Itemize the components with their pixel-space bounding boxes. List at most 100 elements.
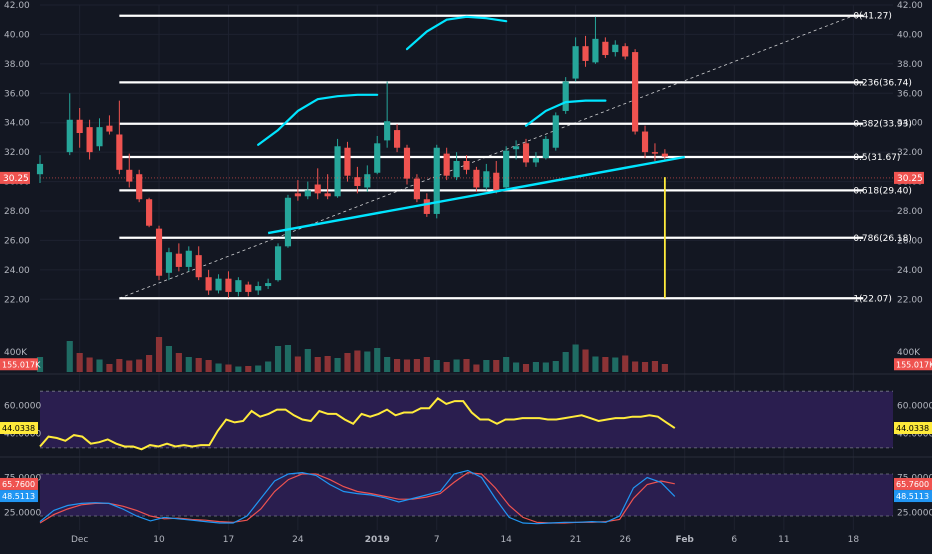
stoch-k-line (39, 469, 676, 525)
candle-body (304, 190, 311, 197)
rsi-tick-left: 60.0000 (4, 401, 41, 411)
volume-bar (314, 357, 321, 372)
fib-level-label: 0.786(26.18) (853, 234, 912, 244)
candle-body (155, 228, 163, 276)
candle-body (473, 169, 480, 188)
volume-bar (473, 364, 480, 372)
volume-label-right: 155.017K (896, 360, 932, 369)
candle-body (86, 127, 93, 153)
volume-bar (592, 356, 599, 372)
volume-label-left: 155.017K (2, 360, 41, 369)
volume-bar (572, 344, 579, 372)
fib-level-label: 0.382(33.93) (853, 120, 912, 130)
volume-bar (542, 362, 549, 372)
volume-bar (265, 361, 272, 372)
arc-resistance-3 (524, 99, 607, 127)
volume-bar (622, 355, 629, 372)
fib-level-label: 0.5(31.67) (853, 153, 900, 163)
rsi-label-left: 44.0338 (2, 424, 35, 433)
price-tick-right: 26.00 (897, 236, 923, 246)
support-trendline (267, 155, 685, 235)
volume-bar (532, 362, 540, 372)
stoch-tick-right: 25.0000 (897, 509, 932, 519)
x-tick-label: 18 (848, 535, 860, 545)
stoch-d-badge-right (894, 477, 932, 490)
volume-bar (334, 358, 341, 372)
x-tick-label: 10 (153, 535, 165, 545)
x-tick-label: 26 (619, 535, 631, 545)
candle-body (443, 153, 450, 176)
candle-body (532, 158, 540, 163)
candle-body (542, 138, 549, 159)
candle-body (66, 119, 73, 153)
candle-body (592, 38, 599, 63)
volume-bar (612, 357, 619, 372)
x-tick-label: 21 (570, 535, 581, 545)
volume-bar (463, 359, 470, 372)
volume-bar (146, 355, 153, 372)
candle-body (651, 152, 659, 154)
x-tick-label: 6 (731, 535, 737, 545)
volume-bar (205, 360, 212, 372)
candle-body (433, 147, 440, 214)
stoch-k-badge-left (0, 490, 38, 503)
candle-body (572, 46, 579, 79)
price-tick-right: 24.00 (897, 266, 923, 276)
last-price-label-right: 30.25 (897, 174, 923, 184)
stoch-d-label-left: 65.7600 (2, 480, 35, 489)
candle-body (522, 143, 530, 163)
volume-bar (66, 341, 73, 372)
volume-bar (562, 352, 569, 372)
candle-body (245, 284, 252, 292)
candle-body (463, 160, 470, 170)
volume-bar (413, 359, 420, 372)
last-price-badge-right (894, 171, 924, 184)
candle-body (116, 134, 123, 170)
price-tick-left: 28.00 (4, 207, 30, 217)
candle-body (284, 197, 292, 247)
volume-bar (225, 364, 232, 372)
volume-bar (76, 353, 83, 372)
volume-bar (453, 359, 460, 372)
candle-body (403, 147, 411, 179)
rsi-tick-left: 40.0000 (4, 430, 41, 440)
candle-body (384, 121, 391, 141)
volume-bar (165, 346, 173, 372)
volume-bar (344, 353, 351, 372)
volume-bar (116, 359, 123, 372)
candle-body (195, 255, 202, 278)
candle-body (661, 153, 668, 157)
candle-body (582, 46, 589, 61)
stoch-k-label-left: 48.5113 (2, 492, 35, 501)
volume-bar (651, 361, 659, 372)
stoch-d-label-right: 65.7600 (896, 480, 929, 489)
volume-bar (175, 353, 182, 372)
volume-bar (155, 337, 163, 372)
price-tick-left: 36.00 (4, 89, 30, 99)
price-tick-left: 34.00 (4, 119, 30, 129)
fib-level-label: 0.236(36.74) (853, 78, 912, 88)
stoch-k-label-right: 48.5113 (896, 492, 929, 501)
candle-body (106, 125, 113, 132)
volume-bar (552, 361, 559, 372)
volume-bar (354, 350, 361, 372)
stoch-tick-left: 25.0000 (4, 509, 41, 519)
rsi-tick-right: 60.0000 (897, 401, 932, 411)
candle-body (255, 286, 262, 291)
volume-bar (661, 364, 668, 372)
candle-body (126, 169, 133, 182)
rsi-tick-right: 40.0000 (897, 430, 932, 440)
x-tick-label: 14 (500, 535, 512, 545)
rsi-badge-left (0, 422, 38, 435)
volume-bar (374, 348, 381, 372)
price-tick-left: 22.00 (4, 295, 30, 305)
volume-bar (513, 362, 520, 372)
stoch-k-badge-right (894, 490, 932, 503)
price-tick-left: 42.00 (4, 1, 30, 11)
volume-bar (195, 358, 202, 372)
volume-bar (641, 362, 649, 372)
volume-bar (582, 349, 589, 372)
volume-bar (136, 359, 143, 372)
fib-level-label: 0.618(29.40) (853, 186, 912, 196)
